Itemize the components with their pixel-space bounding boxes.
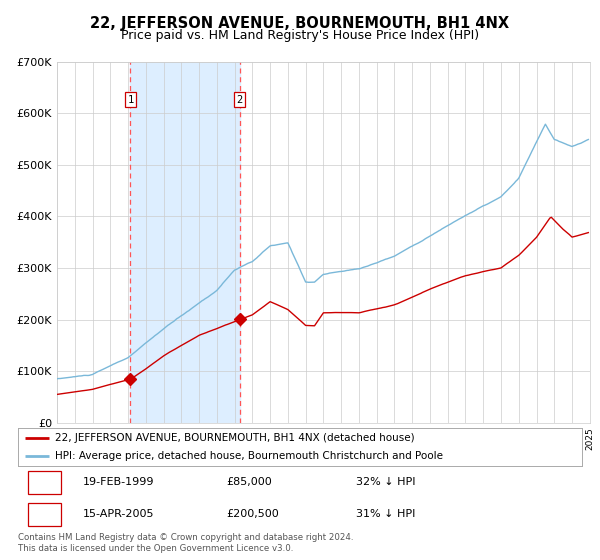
Text: HPI: Average price, detached house, Bournemouth Christchurch and Poole: HPI: Average price, detached house, Bour… [55, 451, 443, 461]
Text: 1: 1 [127, 95, 133, 105]
Text: 31% ↓ HPI: 31% ↓ HPI [356, 509, 416, 519]
Text: Contains HM Land Registry data © Crown copyright and database right 2024.
This d: Contains HM Land Registry data © Crown c… [18, 533, 353, 553]
Text: £85,000: £85,000 [227, 477, 272, 487]
Text: 15-APR-2005: 15-APR-2005 [83, 509, 154, 519]
Text: 1: 1 [41, 477, 48, 487]
Text: 2: 2 [41, 509, 48, 519]
Text: 22, JEFFERSON AVENUE, BOURNEMOUTH, BH1 4NX: 22, JEFFERSON AVENUE, BOURNEMOUTH, BH1 4… [91, 16, 509, 31]
Text: 32% ↓ HPI: 32% ↓ HPI [356, 477, 416, 487]
FancyBboxPatch shape [28, 502, 61, 526]
FancyBboxPatch shape [28, 470, 61, 493]
Text: 19-FEB-1999: 19-FEB-1999 [83, 477, 154, 487]
Text: 2: 2 [236, 95, 243, 105]
Bar [130, 62, 240, 423]
Text: 22, JEFFERSON AVENUE, BOURNEMOUTH, BH1 4NX (detached house): 22, JEFFERSON AVENUE, BOURNEMOUTH, BH1 4… [55, 433, 414, 443]
Text: £200,500: £200,500 [227, 509, 280, 519]
Text: Price paid vs. HM Land Registry's House Price Index (HPI): Price paid vs. HM Land Registry's House … [121, 29, 479, 42]
